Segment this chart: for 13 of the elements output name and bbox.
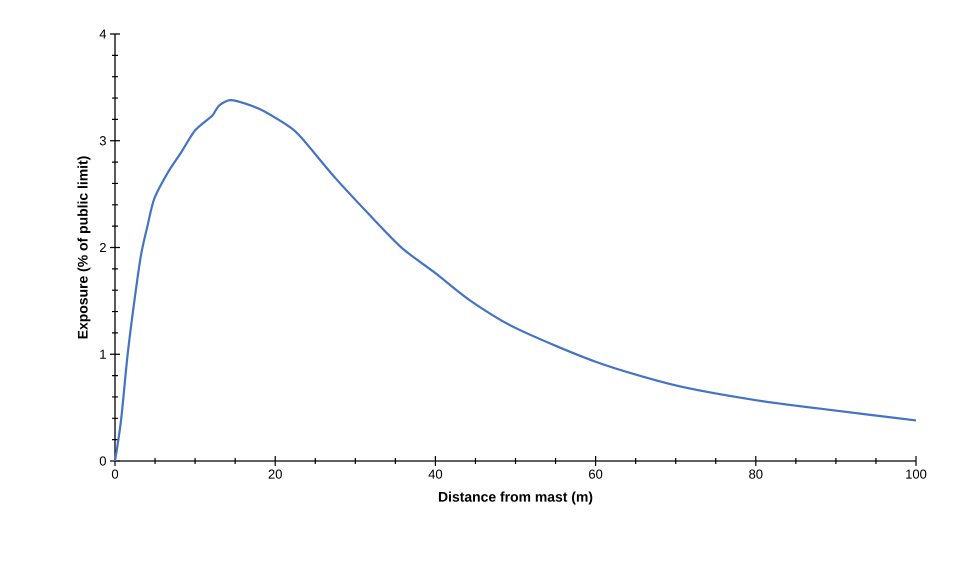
x-tick-label: 80 xyxy=(749,470,763,479)
x-tick-label: 0 xyxy=(112,470,118,479)
y-tick-label: 0 xyxy=(100,456,106,466)
y-tick-label: 3 xyxy=(100,136,106,146)
x-axis-title: Distance from mast (m) xyxy=(438,492,592,505)
x-tick-label: 40 xyxy=(428,470,442,479)
x-tick-label: 60 xyxy=(589,470,602,479)
y-tick-label: 4 xyxy=(100,30,106,38)
y-axis-title: Exposure (% of public limit) xyxy=(77,156,90,338)
y-tick-label: 2 xyxy=(100,242,106,252)
x-tick-label: 20 xyxy=(268,470,282,479)
x-tick-label: 100 xyxy=(906,470,926,479)
y-tick-label: 1 xyxy=(100,350,106,359)
